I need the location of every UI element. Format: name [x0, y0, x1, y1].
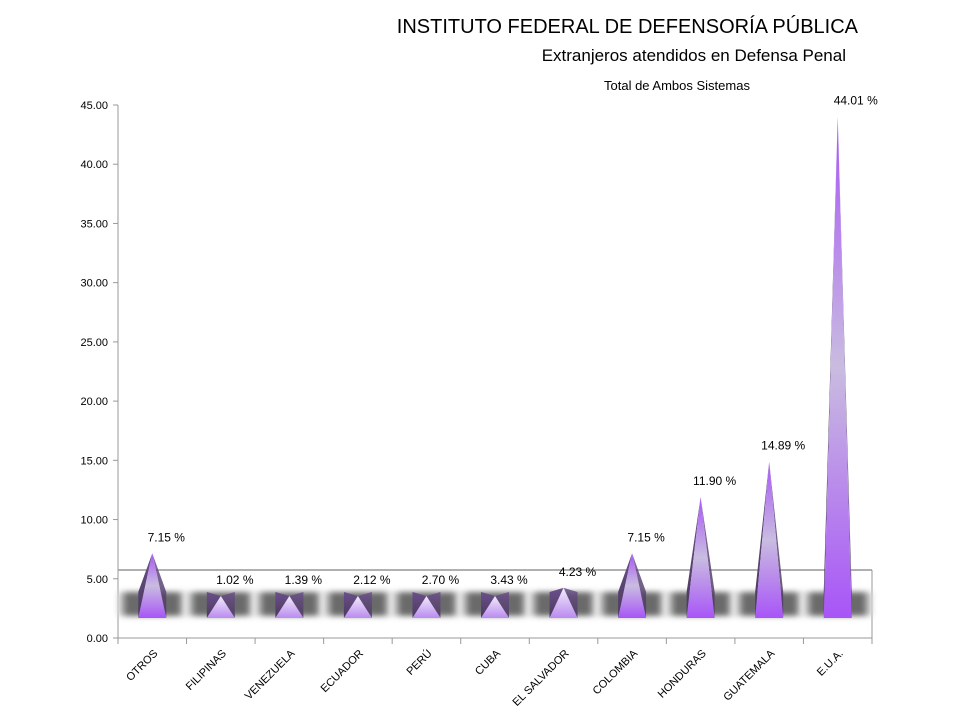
bar-face-left	[275, 592, 290, 618]
chart-subtitle: Extranjeros atendidos en Defensa Penal	[541, 46, 846, 65]
bar-face-left	[343, 592, 358, 618]
category-label: VENEZUELA	[243, 647, 298, 702]
category-label: EL SALVADOR	[511, 648, 572, 709]
data-label: 7.15 %	[148, 530, 186, 544]
bar	[733, 461, 806, 618]
category-label: COLOMBIA	[591, 647, 641, 697]
bar-face-front	[481, 596, 509, 618]
data-label: 1.02 %	[216, 573, 254, 587]
y-tick-label: 45.00	[80, 100, 108, 112]
y-tick-label: 5.00	[87, 574, 108, 586]
bar	[116, 553, 189, 618]
data-label: 4.23 %	[559, 565, 597, 579]
category-label: GUATEMALA	[721, 647, 777, 703]
bar-face-front	[618, 553, 647, 618]
bar-face-left	[206, 592, 221, 618]
chart-note-text: Total de Ambos Sistemas	[604, 78, 750, 93]
data-label: 14.89 %	[761, 439, 805, 453]
category-label: CUBA	[473, 647, 504, 678]
y-tick-label: 10.00	[80, 515, 108, 527]
bar-face-front	[823, 116, 852, 618]
bar-face-front	[343, 596, 372, 618]
bar-face-right	[152, 553, 167, 618]
data-label: 11.90 %	[693, 474, 736, 488]
bar	[253, 592, 326, 618]
bar-face-front	[412, 596, 441, 618]
bar-face-right	[357, 592, 372, 618]
bar	[390, 592, 463, 618]
bar-face-left	[138, 553, 153, 618]
bar-face-front	[549, 587, 578, 618]
category-label: HONDURAS	[656, 648, 709, 701]
bar-face-front	[206, 596, 235, 618]
chart-note: Total de Ambos Sistemas	[604, 78, 750, 93]
bar-face-right	[495, 592, 509, 618]
bar-face-left	[481, 592, 495, 618]
bar-face-right	[700, 497, 715, 618]
bar-face-front	[138, 553, 167, 618]
category-label: PERÚ	[404, 647, 435, 678]
bar-face-left	[686, 497, 701, 618]
bar-face-front	[686, 497, 715, 618]
bar	[184, 592, 257, 618]
data-label: 2.70 %	[422, 573, 460, 587]
bar-face-right	[563, 587, 578, 618]
y-tick-label: 15.00	[80, 455, 108, 467]
bar	[596, 553, 669, 618]
bar-face-left	[618, 553, 633, 618]
bar-face-right	[289, 592, 304, 618]
data-label: 2.12 %	[353, 573, 391, 587]
bar-face-front	[275, 596, 304, 618]
y-tick-label: 0.00	[87, 633, 108, 645]
y-tick-label: 40.00	[80, 159, 108, 171]
bar-face-front	[755, 461, 784, 618]
category-label: OTROS	[124, 648, 160, 684]
bar-face-left	[412, 592, 427, 618]
category-label: ECUADOR	[319, 648, 366, 695]
y-tick-label: 30.00	[80, 278, 108, 290]
chart-title: INSTITUTO FEDERAL DE DEFENSORÍA PÚBLICA	[396, 16, 858, 38]
bar	[321, 592, 394, 618]
data-label: 7.15 %	[627, 530, 665, 544]
bar-face-right	[220, 592, 235, 618]
category-label: FILIPINAS	[184, 648, 229, 693]
data-label: 3.43 %	[490, 573, 528, 587]
y-tick-label: 20.00	[80, 396, 108, 408]
bar-face-left	[549, 587, 564, 618]
bar-face-right	[426, 592, 441, 618]
bar	[527, 587, 600, 618]
y-tick-label: 25.00	[80, 337, 108, 349]
data-label: 44.01 %	[834, 94, 878, 108]
data-label: 1.39 %	[285, 573, 323, 587]
category-label: E.U.A.	[815, 648, 846, 679]
bar-face-right	[632, 553, 647, 618]
bar	[801, 116, 874, 618]
bar	[664, 497, 737, 618]
y-tick-label: 35.00	[80, 218, 108, 230]
bar	[459, 592, 531, 618]
